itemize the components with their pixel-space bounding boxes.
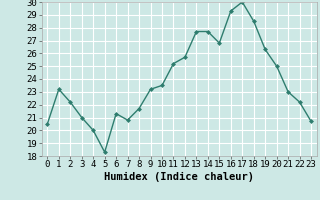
X-axis label: Humidex (Indice chaleur): Humidex (Indice chaleur): [104, 172, 254, 182]
